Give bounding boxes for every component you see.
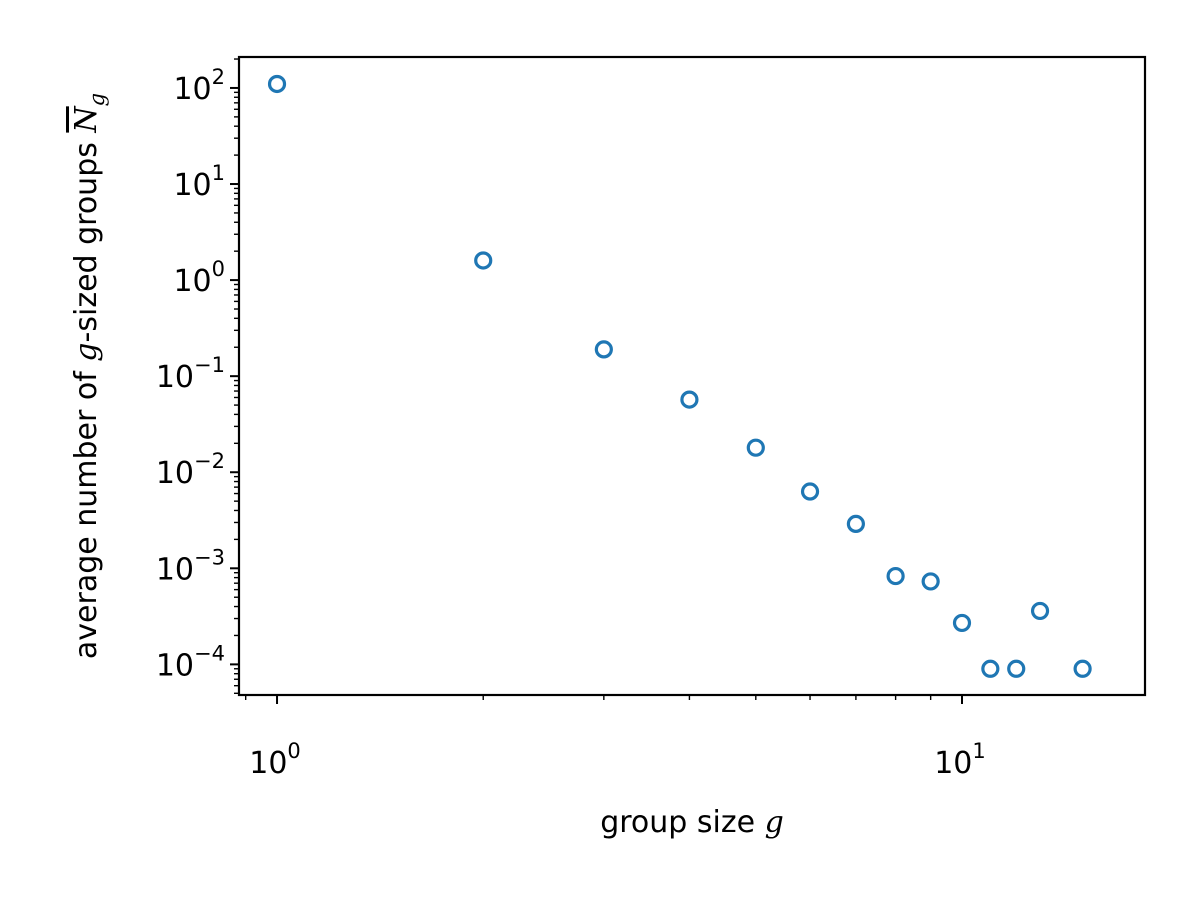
y-tick-label: 10−1 bbox=[156, 353, 225, 395]
data-point bbox=[846, 514, 865, 533]
y-tick-label: 100 bbox=[173, 257, 225, 299]
data-point bbox=[921, 572, 940, 591]
data-point bbox=[981, 659, 1000, 678]
data-point bbox=[1073, 659, 1092, 678]
plot-area-frame bbox=[237, 55, 1147, 697]
x-axis-ticks: 100 101 bbox=[244, 695, 986, 781]
y-tick-label: 101 bbox=[173, 161, 225, 203]
y-tick-label: 10−2 bbox=[156, 449, 225, 491]
y-tick-label: 10−4 bbox=[156, 641, 225, 683]
data-point bbox=[474, 251, 493, 270]
data-point bbox=[267, 74, 287, 94]
y-axis-ticks: 102 101 100 10−1 10−2 10−3 10−4 bbox=[156, 58, 239, 694]
data-point bbox=[1007, 659, 1026, 678]
x-tick-label: 101 bbox=[934, 739, 986, 781]
data-point bbox=[594, 340, 613, 359]
data-point bbox=[680, 390, 699, 409]
data-point bbox=[952, 613, 972, 633]
data-points bbox=[267, 74, 1092, 678]
y-axis-label: average number of g-sized groups Ng bbox=[69, 93, 109, 659]
x-axis-label: group size g bbox=[600, 805, 784, 840]
y-tick-label: 10−3 bbox=[156, 545, 225, 587]
data-point bbox=[886, 566, 905, 586]
data-point bbox=[746, 438, 765, 457]
data-point bbox=[800, 482, 820, 501]
y-tick-label: 102 bbox=[173, 65, 225, 107]
data-point bbox=[1030, 601, 1050, 621]
x-tick-label: 100 bbox=[249, 739, 301, 781]
